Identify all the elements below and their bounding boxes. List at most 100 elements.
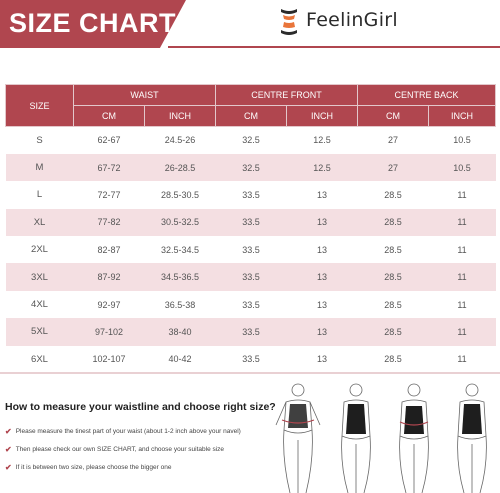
figure-vest: [341, 383, 371, 493]
front-inch-cell: 13: [286, 318, 358, 346]
size-chart-table-wrapper: SIZE WAIST CENTRE FRONT CENTRE BACK CM I…: [5, 84, 497, 374]
back-cm-cell: 28.5: [384, 354, 402, 365]
size-cell: 3XL: [5, 263, 74, 291]
back-cm-cell: 28.5: [357, 263, 429, 291]
waist-cm-cell: 77-82: [73, 208, 145, 237]
waist-inch-cell: 36.5-38: [164, 299, 196, 310]
front-cm-cell: 33.5: [242, 189, 260, 200]
front-cm-cell: 33.5: [215, 208, 287, 237]
checkmark-icon: ✔: [5, 427, 12, 436]
waist-inch-cell: 34.5-36.5: [144, 263, 216, 291]
guide-tip-text: Then please check our own SIZE CHART, an…: [15, 446, 225, 453]
waist-cm-cell: 97-102: [73, 318, 145, 346]
waist-inch-cell: 40-42: [168, 354, 192, 365]
front-inch-cell: 13: [317, 244, 328, 255]
waist-inch-cell: 28.5-30.5: [160, 189, 200, 200]
waist-cm-cell: 72-77: [97, 189, 121, 200]
front-inch-cell: 12.5: [286, 153, 358, 182]
size-cell: 2XL: [31, 244, 48, 256]
front-inch-cell: 13: [317, 354, 328, 365]
back-cm-cell: 28.5: [384, 244, 402, 255]
table-row: XL 77-82 30.5-32.5 33.5 13 28.5 11: [5, 208, 496, 237]
table-row: M 67-72 26-28.5 32.5 12.5 27 10.5: [5, 153, 496, 182]
waist-cm-cell: 82-87: [97, 244, 121, 255]
back-cm-header: CM: [357, 105, 430, 127]
size-cell: M: [5, 153, 74, 182]
table-row: 6XL 102-107 40-42 33.5 13 28.5 11: [6, 346, 496, 373]
centre-back-group-header: CENTRE BACK: [357, 84, 497, 106]
size-chart-table: SIZE WAIST CENTRE FRONT CENTRE BACK CM I…: [5, 84, 497, 374]
front-cm-cell: 33.5: [242, 354, 260, 365]
front-cm-cell: 33.5: [242, 299, 260, 310]
size-cell: 4XL: [31, 299, 48, 311]
centre-front-group-header: CENTRE FRONT: [215, 84, 359, 106]
front-cm-cell: 33.5: [215, 263, 287, 291]
figure-wearing: [399, 383, 429, 493]
table-row: 5XL 97-102 38-40 33.5 13 28.5 11: [5, 318, 496, 346]
guide-tip-text: If it is between two size, please choose…: [15, 464, 172, 471]
size-cell: S: [36, 134, 43, 146]
waist-inch-cell: 26-28.5: [144, 153, 216, 182]
size-cell: XL: [5, 208, 74, 237]
back-cm-cell: 28.5: [384, 299, 402, 310]
table-row: 3XL 87-92 34.5-36.5 33.5 13 28.5 11: [5, 263, 496, 291]
guide-tip: ✔ If it is between two size, please choo…: [5, 463, 171, 472]
size-cell: L: [36, 189, 43, 201]
table-row: S 62-67 24.5-26 32.5 12.5 27 10.5: [6, 127, 496, 154]
front-inch-cell: 13: [317, 299, 328, 310]
section-divider: [0, 372, 500, 374]
front-cm-header: CM: [215, 105, 288, 127]
back-inch-cell: 11: [457, 354, 467, 365]
front-inch-cell: 13: [286, 208, 358, 237]
size-chart-body: S 62-67 24.5-26 32.5 12.5 27 10.5 M 67-72 26-28.5…: [5, 127, 496, 374]
front-inch-header: INCH: [286, 105, 359, 127]
back-cm-cell: 28.5: [357, 318, 429, 346]
back-cm-cell: 27: [357, 153, 429, 182]
front-cm-cell: 33.5: [215, 318, 287, 346]
guide-tip: ✔ Please measure the tinest part of your…: [5, 427, 241, 436]
header-divider: [168, 46, 500, 48]
back-inch-cell: 11: [428, 318, 496, 346]
size-column-header: SIZE: [5, 84, 74, 127]
waist-cm-cell: 67-72: [73, 153, 145, 182]
waist-group-header: WAIST: [72, 84, 217, 106]
front-inch-cell: 13: [286, 263, 358, 291]
waist-cm-cell: 62-67: [97, 135, 121, 146]
size-cell: 6XL: [31, 353, 48, 365]
checkmark-icon: ✔: [5, 463, 12, 472]
table-row: 4XL 92-97 36.5-38 33.5 13 28.5 11: [6, 291, 496, 318]
waist-cm-cell: 102-107: [92, 354, 126, 365]
table-row: L 72-77 28.5-30.5 33.5 13 28.5 11: [6, 181, 496, 208]
brand-name: FeelinGirl: [306, 9, 398, 31]
back-inch-cell: 11: [457, 299, 467, 310]
back-cm-cell: 28.5: [384, 189, 402, 200]
front-inch-cell: 13: [317, 189, 328, 200]
figure-back: [457, 383, 487, 493]
waist-cm-cell: 92-97: [97, 299, 121, 310]
waist-inch-cell: 30.5-32.5: [144, 208, 216, 237]
back-inch-cell: 10.5: [453, 135, 471, 146]
table-row: 2XL 82-87 32.5-34.5 33.5 13 28.5 11: [6, 236, 496, 263]
waist-cm-header: CM: [73, 105, 145, 127]
back-inch-cell: 11: [457, 244, 467, 255]
back-inch-cell: 11: [428, 263, 496, 291]
back-inch-cell: 11: [457, 189, 467, 200]
front-cm-cell: 32.5: [242, 135, 260, 146]
guide-tip: ✔ Then please check our own SIZE CHART, …: [5, 445, 224, 454]
back-cm-cell: 27: [388, 135, 399, 146]
size-cell: 5XL: [5, 318, 74, 346]
back-cm-cell: 28.5: [357, 208, 429, 237]
page-title: SIZE CHART: [9, 8, 176, 38]
waist-inch-cell: 24.5-26: [164, 135, 196, 146]
guide-tip-text: Please measure the tinest part of your w…: [15, 428, 241, 435]
checkmark-icon: ✔: [5, 445, 12, 454]
waist-inch-cell: 32.5-34.5: [160, 244, 200, 255]
back-inch-cell: 11: [428, 208, 496, 237]
front-cm-cell: 32.5: [215, 153, 287, 182]
back-inch-cell: 10.5: [428, 153, 496, 182]
front-inch-cell: 12.5: [313, 135, 331, 146]
front-cm-cell: 33.5: [242, 244, 260, 255]
waist-cm-cell: 87-92: [73, 263, 145, 291]
feelingirl-logo-icon: [281, 9, 297, 35]
measuring-illustration: [275, 383, 487, 493]
